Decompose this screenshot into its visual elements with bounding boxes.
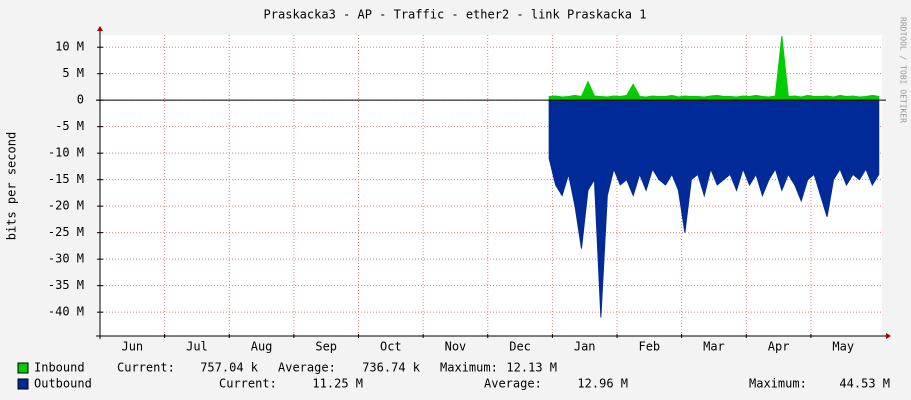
x-tick-label: May <box>832 340 854 354</box>
y-tick-label: -25 M <box>48 225 84 239</box>
legend-stat-value: 12.13 M <box>506 361 557 375</box>
legend-stat-value: 44.53 M <box>839 377 890 391</box>
x-axis-arrow <box>886 333 891 339</box>
legend-stat-value: 757.04 k <box>200 361 259 375</box>
legend-stat-label: Average: <box>484 377 542 391</box>
legend-stat-label: Current: <box>117 361 175 375</box>
x-tick-label: Nov <box>445 340 467 354</box>
y-tick-label: -20 M <box>48 199 84 213</box>
y-tick-label: -40 M <box>48 305 84 319</box>
legend-stat-value: 12.96 M <box>577 377 628 391</box>
x-tick-label: Jul <box>186 340 208 354</box>
x-tick-label: Jan <box>574 340 596 354</box>
x-tick-label: Oct <box>380 340 402 354</box>
y-axis-arrow <box>97 26 103 31</box>
area <box>548 36 880 101</box>
legend-label: Inbound <box>34 361 85 375</box>
legend-swatch <box>17 362 29 374</box>
legend-stat-label: Average: <box>278 361 336 375</box>
legend-stat-value: 11.25 M <box>312 377 363 391</box>
area <box>548 99 880 318</box>
legend-stat-value: 736.74 k <box>362 361 421 375</box>
legend-stat-label: Maximum: <box>749 377 807 391</box>
y-tick-label: -10 M <box>48 146 84 160</box>
legend-label: Outbound <box>34 377 92 391</box>
x-tick-label: Sep <box>315 340 337 354</box>
x-tick-label: Apr <box>768 340 790 354</box>
chart-title: Praskacka3 - AP - Traffic - ether2 - lin… <box>264 8 647 22</box>
y-tick-label: 5 M <box>62 66 84 80</box>
x-tick-label: Aug <box>251 340 273 354</box>
y-tick-label: -35 M <box>48 278 84 292</box>
y-tick-label: 10 M <box>55 40 84 54</box>
legend-stat-label: Current: <box>219 377 277 391</box>
x-tick-label: Mar <box>703 340 725 354</box>
y-tick-label: -30 M <box>48 252 84 266</box>
x-tick-label: Dec <box>509 340 531 354</box>
y-axis-label: bits per second <box>5 132 19 240</box>
watermark: RRDTOOL / TOBI OETIKER <box>899 17 908 123</box>
y-tick-label: 0 <box>77 93 84 107</box>
legend-swatch <box>17 378 29 390</box>
y-tick-label: -5 M <box>55 119 84 133</box>
x-tick-label: Jun <box>121 340 143 354</box>
x-tick-label: Feb <box>638 340 660 354</box>
y-tick-label: -15 M <box>48 172 84 186</box>
legend-stat-label: Maximum: <box>440 361 498 375</box>
